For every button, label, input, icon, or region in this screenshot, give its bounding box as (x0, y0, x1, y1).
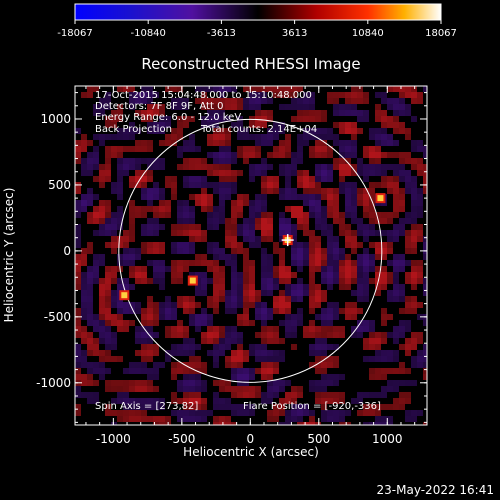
plot-frame (74, 85, 428, 426)
y-axis-label: Heliocentric Y (arcsec) (2, 188, 16, 323)
colorbar-tick-label: 3613 (282, 28, 307, 39)
colorbar: -18067 -10840 -3613 3613 10840 18067 (57, 3, 457, 39)
y-tick-label: -500 (44, 310, 71, 324)
y-tick-label: 1000 (40, 112, 71, 126)
colorbar-tick-label: 18067 (425, 28, 457, 39)
image-panel (74, 85, 428, 426)
x-tick-label: -1000 (96, 432, 131, 446)
y-tick-label: 500 (48, 178, 71, 192)
x-tick-label: 500 (307, 432, 330, 446)
annotation-method: Back Projection (95, 124, 172, 135)
x-tick-label: 1000 (372, 432, 403, 446)
y-axis: 1000 500 0 -500 -1000 (36, 92, 427, 423)
source-core (377, 195, 384, 202)
solar-limb-circle (118, 118, 383, 383)
colorbar-gradient (74, 3, 442, 21)
source-core (189, 277, 196, 284)
colorbar-tick-label: -18067 (57, 28, 92, 39)
backprojection-pattern (75, 86, 427, 425)
annotation-total-counts: Total counts: 2.14E+04 (200, 124, 317, 135)
y-tick-label: 0 (63, 244, 71, 258)
footer-date: 23-May-2022 16:41 (377, 483, 494, 497)
plot-title: Reconstructed RHESSI Image (141, 55, 360, 73)
annotation-flare-position: Flare Position = [-920,-336] (243, 401, 381, 412)
x-axis: -1000 -500 0 500 1000 (85, 86, 416, 446)
y-tick-label: -1000 (36, 376, 71, 390)
x-tick-label: -500 (168, 432, 195, 446)
colorbar-tick-label: -3613 (207, 28, 236, 39)
annotations: 17-Oct-2015 15:04:48.000 to 15:10:48.000… (95, 90, 381, 412)
colorbar-ticks: -18067 -10840 -3613 3613 10840 18067 (57, 20, 457, 39)
spin-axis-marker (281, 234, 294, 247)
annotation-spin-axis: Spin Axis = [273,82] (95, 401, 198, 412)
x-axis-label: Heliocentric X (arcsec) (183, 445, 319, 459)
annotation-time-range: 17-Oct-2015 15:04:48.000 to 15:10:48.000 (95, 90, 312, 101)
annotation-energy-range: Energy Range: 6.0 - 12.0 keV (95, 112, 241, 123)
colorbar-tick-label: 10840 (352, 28, 384, 39)
x-tick-label: 0 (246, 432, 254, 446)
colorbar-tick-label: -10840 (130, 28, 165, 39)
source-core (121, 292, 128, 299)
annotation-detectors: Detectors: 7F 8F 9F, Att 0 (95, 101, 223, 112)
